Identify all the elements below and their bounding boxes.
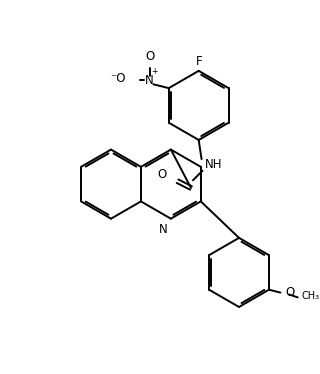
Text: NH: NH xyxy=(204,159,222,171)
Text: O: O xyxy=(285,286,294,299)
Text: +: + xyxy=(151,67,157,76)
Text: CH₃: CH₃ xyxy=(301,291,320,301)
Text: O: O xyxy=(158,168,167,181)
Text: N: N xyxy=(159,224,168,236)
Text: N: N xyxy=(145,74,154,87)
Text: ⁻O: ⁻O xyxy=(110,72,125,85)
Text: F: F xyxy=(196,55,202,68)
Text: O: O xyxy=(145,50,154,63)
